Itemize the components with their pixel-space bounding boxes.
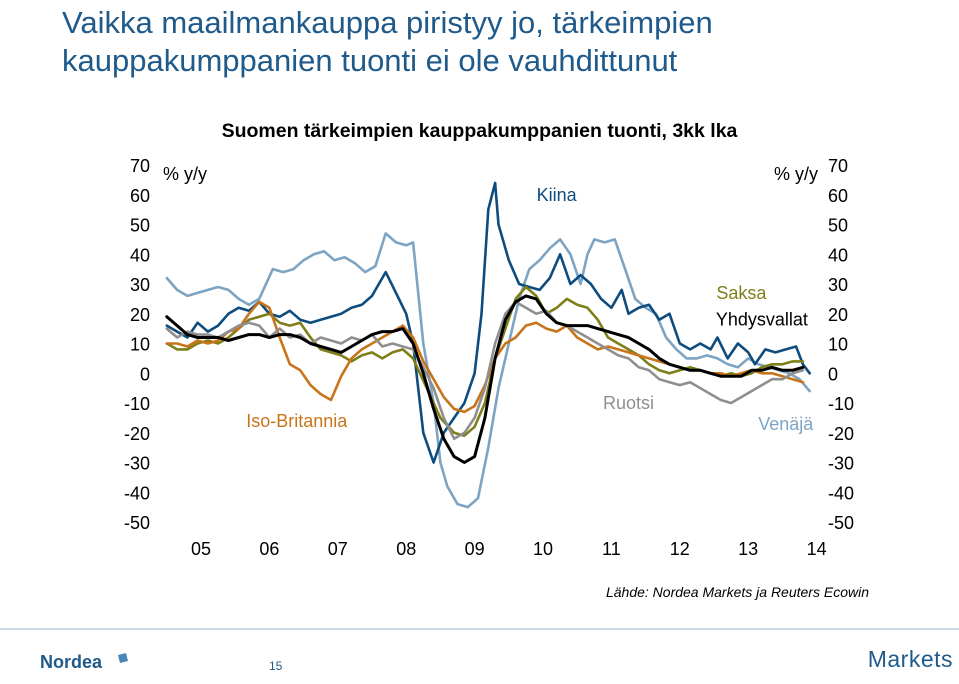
y-tick-label-left: 40 bbox=[130, 245, 150, 265]
x-tick-label: 12 bbox=[670, 539, 690, 559]
slide-title: Vaikka maailmankauppa piristyy jo, tärke… bbox=[62, 5, 713, 78]
y-tick-label-left: -10 bbox=[124, 394, 150, 414]
y-tick-label-right: 10 bbox=[828, 335, 848, 355]
y-tick-label-left: 20 bbox=[130, 305, 150, 325]
y-tick-label-right: 60 bbox=[828, 186, 848, 206]
x-tick-label: 07 bbox=[328, 539, 348, 559]
source-note: Lähde: Nordea Markets ja Reuters Ecowin bbox=[605, 584, 869, 600]
y-tick-label-right: 20 bbox=[828, 305, 848, 325]
series-label-ruotsi: Ruotsi bbox=[603, 393, 654, 413]
y-tick-label-left: -30 bbox=[124, 454, 150, 474]
x-tick-label: 14 bbox=[807, 539, 827, 559]
svg-text:Nordea: Nordea bbox=[40, 652, 103, 672]
x-tick-label: 08 bbox=[396, 539, 416, 559]
y-tick-label-right: -20 bbox=[828, 424, 854, 444]
markets-logo: Markets bbox=[867, 646, 953, 672]
series-label-yhdysvallat: Yhdysvallat bbox=[716, 310, 808, 330]
x-tick-label: 09 bbox=[465, 539, 485, 559]
y-tick-label-right: -40 bbox=[828, 483, 854, 503]
y-tick-label-right: 40 bbox=[828, 245, 848, 265]
page-number: 15 bbox=[269, 659, 283, 673]
series-label-ven-j-: Venäjä bbox=[758, 414, 814, 434]
series-label-iso-britannia: Iso-Britannia bbox=[246, 411, 348, 431]
series-line-ven-j- bbox=[165, 232, 811, 509]
y-tick-label-left: 50 bbox=[130, 216, 150, 236]
right-axis-unit: % y/y bbox=[774, 164, 818, 184]
y-tick-label-left: 70 bbox=[130, 156, 150, 176]
y-tick-label-right: -10 bbox=[828, 394, 854, 414]
x-tick-label: 10 bbox=[533, 539, 553, 559]
series-line-yhdysvallat bbox=[165, 294, 805, 464]
x-tick-label: 13 bbox=[738, 539, 758, 559]
series-label-kiina: Kiina bbox=[537, 185, 578, 205]
y-tick-label-left: -50 bbox=[124, 513, 150, 533]
y-tick-label-right: 50 bbox=[828, 216, 848, 236]
y-tick-label-left: 0 bbox=[140, 364, 150, 384]
x-tick-label: 05 bbox=[191, 539, 211, 559]
series-line-ruotsi bbox=[165, 300, 805, 440]
y-tick-label-right: 30 bbox=[828, 275, 848, 295]
left-axis-unit: % y/y bbox=[163, 164, 207, 184]
y-tick-label-left: -40 bbox=[124, 483, 150, 503]
series-line-iso-britannia bbox=[165, 300, 805, 414]
y-tick-label-left: 10 bbox=[130, 335, 150, 355]
x-tick-label: 06 bbox=[259, 539, 279, 559]
y-tick-label-left: 60 bbox=[130, 186, 150, 206]
y-tick-label-right: 70 bbox=[828, 156, 848, 176]
footer-bar: Nordea 15 Markets bbox=[0, 628, 959, 684]
y-tick-label-right: 0 bbox=[828, 364, 838, 384]
series-line-kiina bbox=[165, 181, 811, 464]
y-tick-label-right: -50 bbox=[828, 513, 854, 533]
x-tick-label: 11 bbox=[602, 539, 621, 559]
y-tick-label-right: -30 bbox=[828, 454, 854, 474]
y-tick-label-left: -20 bbox=[124, 424, 150, 444]
series-label-saksa: Saksa bbox=[716, 283, 767, 303]
chart-title: Suomen tärkeimpien kauppakumppanien tuon… bbox=[221, 120, 738, 142]
y-tick-label-left: 30 bbox=[130, 275, 150, 295]
nordea-logo: Nordea bbox=[40, 652, 128, 672]
